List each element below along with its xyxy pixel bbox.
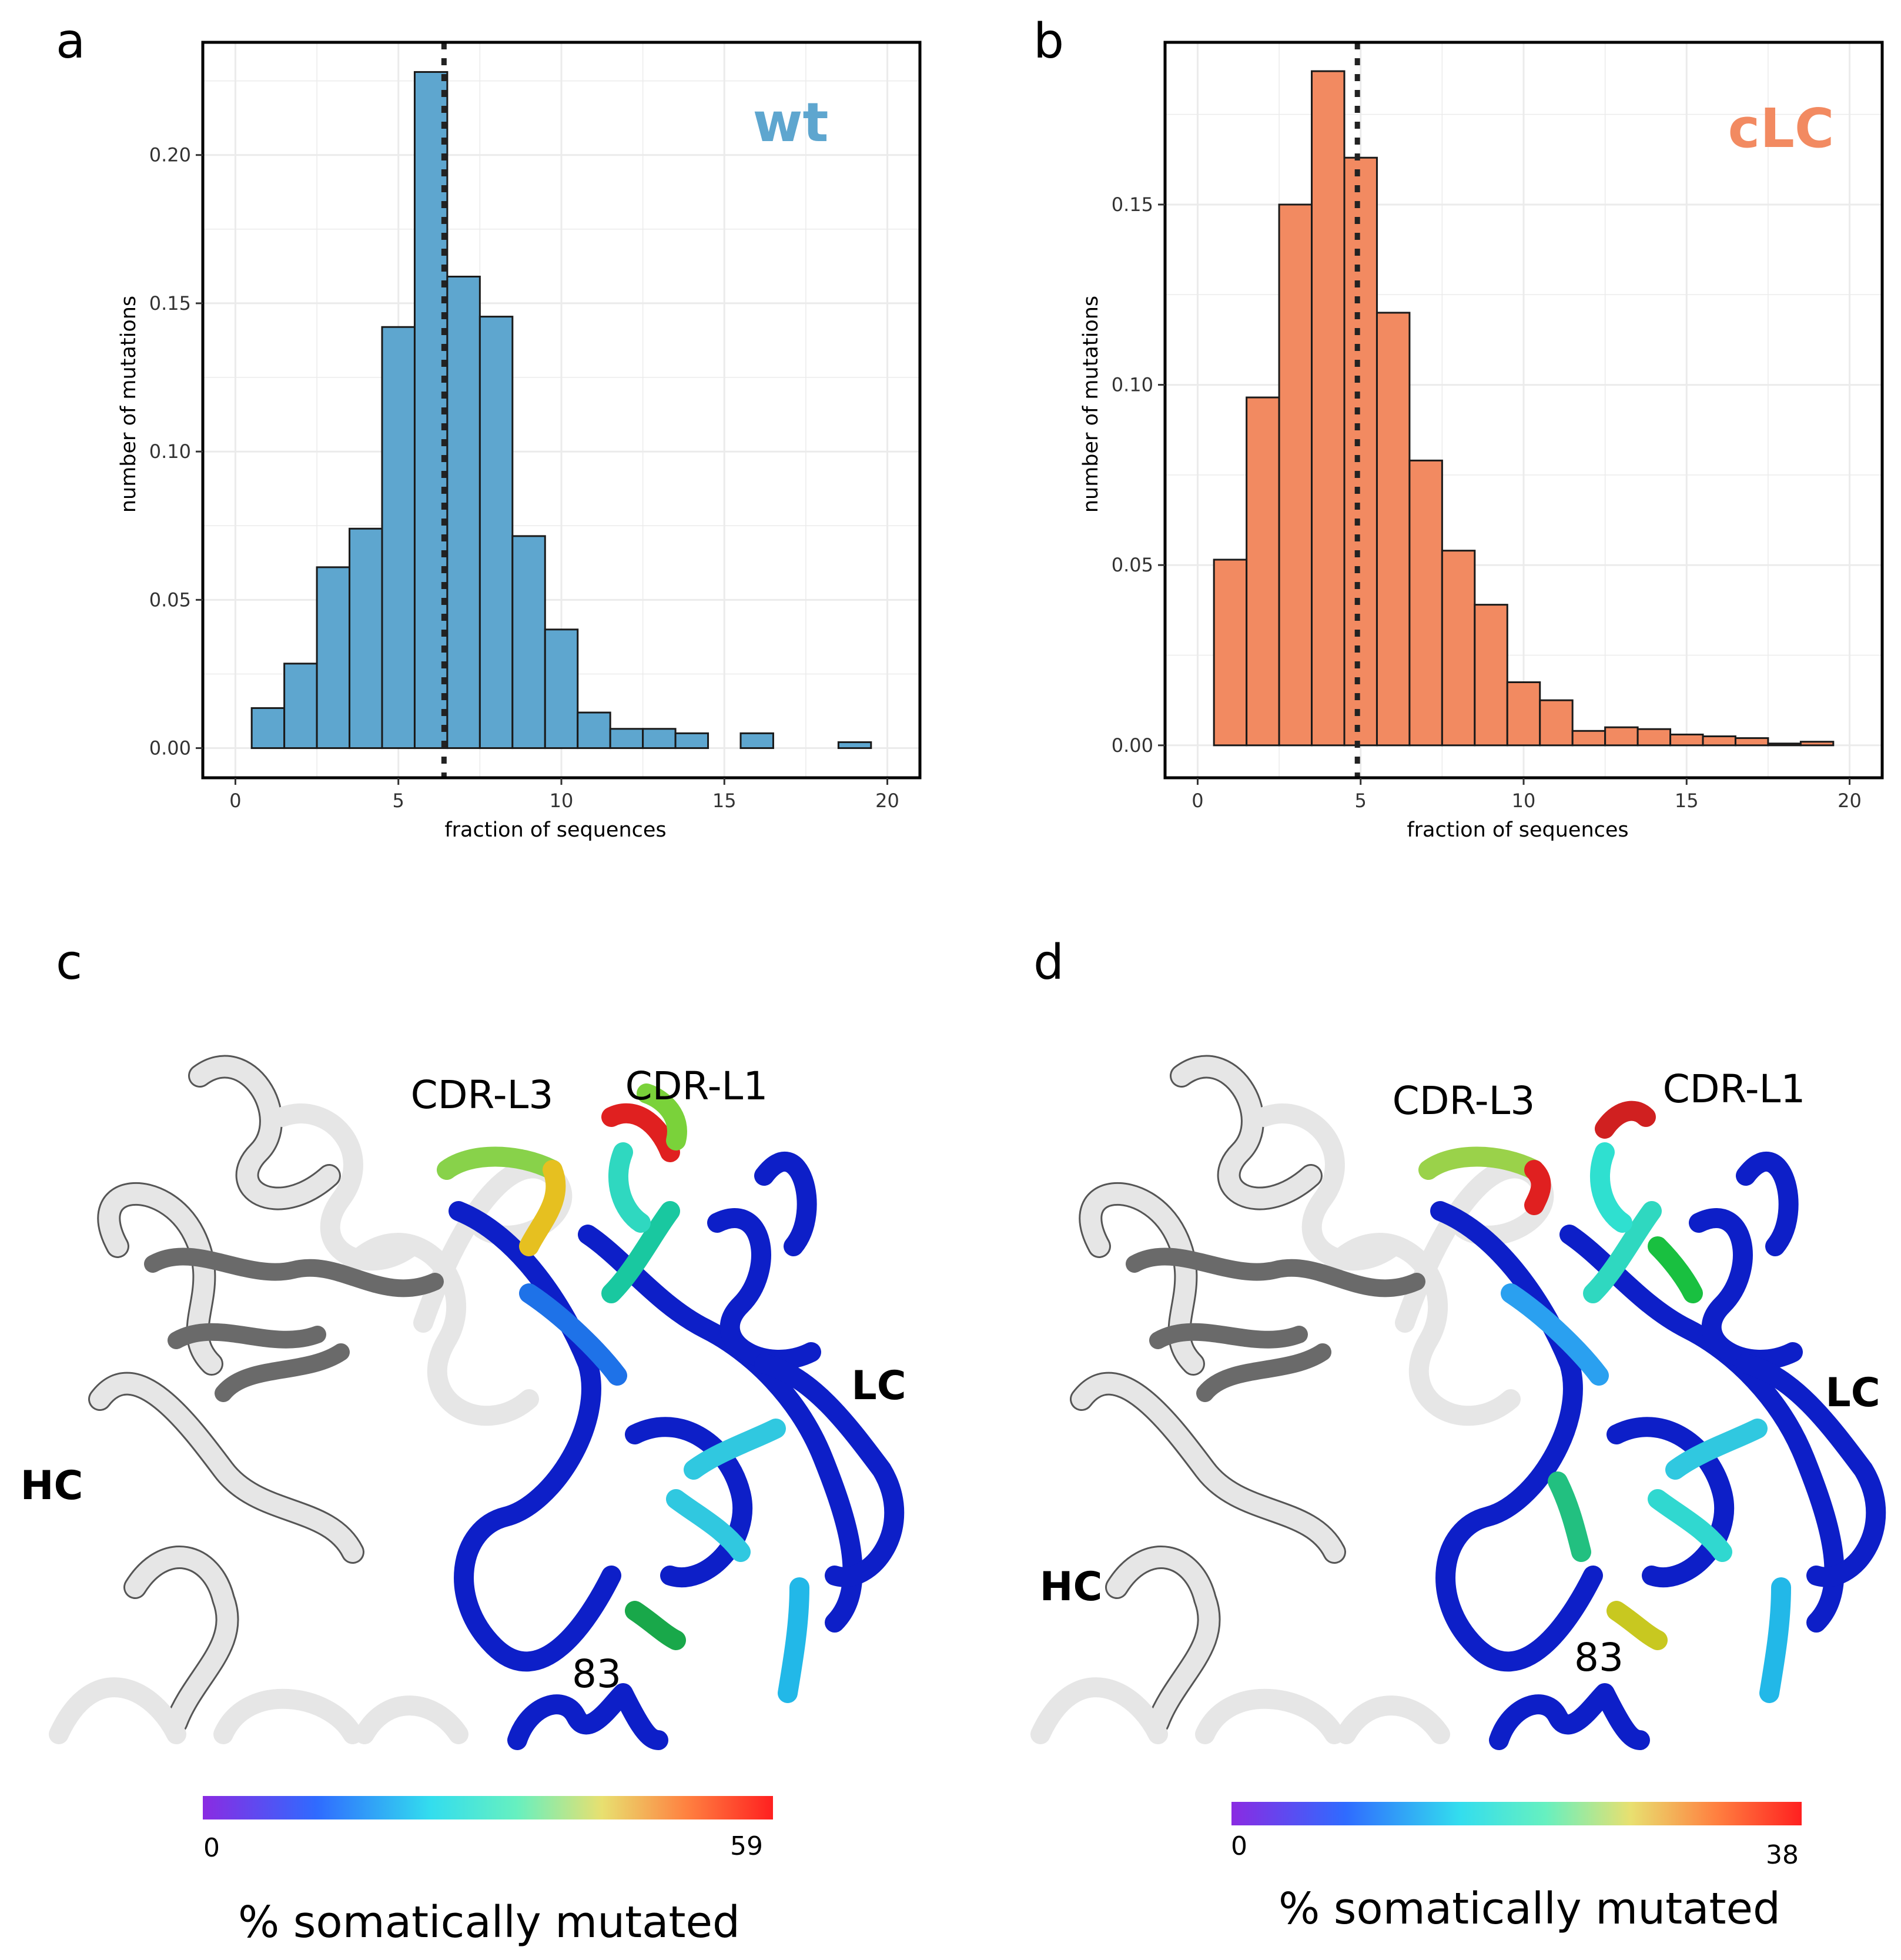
x-tick-label: 10 <box>550 790 574 812</box>
histogram-bar <box>1669 733 1704 747</box>
histogram-bar <box>1278 203 1313 747</box>
panel-d-hc-label: HC <box>1040 1564 1103 1610</box>
panel-b-x-axis-label: fraction of sequences <box>1407 818 1628 842</box>
histogram-bar <box>1604 726 1639 747</box>
histogram-bar <box>1343 156 1378 747</box>
panel-d-lc-label: LC <box>1825 1370 1880 1416</box>
panel-c-cdr-l3-label: CDR-L3 <box>411 1072 554 1118</box>
x-tick-label: 5 <box>1355 790 1367 812</box>
histogram-bar <box>250 707 286 750</box>
histogram-bar <box>739 732 774 750</box>
y-tick-label: 0.00 <box>149 737 191 760</box>
histogram-bar <box>609 728 644 750</box>
y-tick-label: 0.15 <box>149 292 191 315</box>
panel-d-colorbar-max: 38 <box>1766 1840 1799 1870</box>
histogram-bar <box>1799 741 1835 747</box>
histogram-bar <box>511 535 546 750</box>
panel-c-colorbar-max: 59 <box>730 1831 763 1861</box>
histogram-bar <box>1311 70 1346 747</box>
panel-a-y-ticks: 0.00 0.05 0.10 0.15 0.20 <box>149 144 203 760</box>
panel-d-cdr-l3-label: CDR-L3 <box>1393 1078 1535 1123</box>
panel-b-x-ticks: 0 5 10 15 20 <box>1192 778 1862 812</box>
y-tick-label: 0.10 <box>1112 374 1153 396</box>
panel-b: b 0 5 10 15 20 0.00 0.05 0.10 0.15 fraction of … <box>1033 14 1884 842</box>
panel-c-cdr-l1-label: CDR-L1 <box>625 1063 768 1109</box>
panel-a-x-ticks: 0 5 10 15 20 <box>229 778 899 812</box>
panel-c-colorbar-title: % somatically mutated <box>238 1897 740 1948</box>
histogram-bar <box>544 628 579 750</box>
x-tick-label: 20 <box>875 790 899 812</box>
histogram-bar <box>283 663 318 750</box>
panel-b-series-label: cLC <box>1728 97 1835 160</box>
panel-d-structure <box>1030 1055 1886 1750</box>
histogram-bar <box>381 326 416 750</box>
histogram-bar <box>1474 604 1508 747</box>
panel-c-hc-label: HC <box>21 1463 83 1509</box>
histogram-bar <box>1506 681 1541 747</box>
histogram-bar <box>1636 728 1672 747</box>
panel-a: a 0 5 10 15 20 0.00 0.05 0.10 0.15 0.20 fraction… <box>56 14 922 842</box>
x-tick-label: 5 <box>393 790 404 812</box>
histogram-bar <box>1246 396 1280 747</box>
panel-a-y-axis-label: number of mutations <box>117 296 140 513</box>
panel-d-letter: d <box>1033 935 1064 991</box>
histogram-bar <box>1767 742 1802 747</box>
histogram-bar <box>577 711 611 750</box>
histogram-bar <box>446 276 481 750</box>
panel-d-colorbar-title: % somatically mutated <box>1279 1884 1780 1934</box>
panel-d-colorbar-min: 0 <box>1231 1831 1247 1861</box>
y-tick-label: 0.05 <box>149 588 191 611</box>
panel-a-series-label: wt <box>753 91 829 154</box>
histogram-bar <box>1375 312 1411 747</box>
panel-a-letter: a <box>56 14 85 69</box>
panel-d-colorbar <box>1231 1802 1802 1825</box>
panel-b-letter: b <box>1033 14 1064 69</box>
histogram-bar <box>1702 735 1736 747</box>
y-tick-label: 0.20 <box>149 144 191 166</box>
panel-c-residue-label: 83 <box>572 1651 621 1697</box>
histogram-bar <box>316 566 351 750</box>
panel-c-lc-label: LC <box>851 1363 906 1409</box>
histogram-bar <box>1734 737 1769 747</box>
histogram-bar <box>674 732 709 750</box>
histogram-bar <box>837 741 872 750</box>
histogram-bar <box>478 316 514 750</box>
y-tick-label: 0.05 <box>1112 554 1153 576</box>
histogram-bar <box>1539 699 1574 747</box>
histogram-bar <box>349 527 383 750</box>
panel-c-letter: c <box>56 935 82 991</box>
x-tick-label: 10 <box>1512 790 1536 812</box>
x-tick-label: 0 <box>229 790 241 812</box>
histogram-bar <box>1213 558 1248 747</box>
panel-d: d <box>1030 935 1886 1934</box>
x-tick-label: 20 <box>1838 790 1862 812</box>
x-tick-label: 0 <box>1192 790 1203 812</box>
panel-a-x-axis-label: fraction of sequences <box>444 818 666 842</box>
y-tick-label: 0.00 <box>1112 734 1153 757</box>
x-tick-label: 15 <box>1675 790 1699 812</box>
panel-c-colorbar <box>203 1796 773 1819</box>
histogram-bar <box>1408 459 1443 747</box>
histogram-bar <box>1571 730 1607 747</box>
histogram-bar <box>1441 550 1476 747</box>
panel-b-y-ticks: 0.00 0.05 0.10 0.15 <box>1112 193 1165 757</box>
panel-c: c <box>21 935 906 1948</box>
x-tick-label: 15 <box>712 790 737 812</box>
panel-b-y-axis-label: number of mutations <box>1079 296 1103 513</box>
panel-c-structure <box>49 1055 905 1750</box>
panel-d-cdr-l1-label: CDR-L1 <box>1663 1066 1806 1112</box>
panel-a-bars <box>250 71 872 750</box>
panel-d-residue-label: 83 <box>1574 1635 1624 1680</box>
y-tick-label: 0.15 <box>1112 193 1153 216</box>
histogram-bar <box>642 728 677 750</box>
panel-b-bars <box>1213 70 1835 747</box>
panel-c-colorbar-min: 0 <box>203 1833 220 1863</box>
y-tick-label: 0.10 <box>149 440 191 463</box>
